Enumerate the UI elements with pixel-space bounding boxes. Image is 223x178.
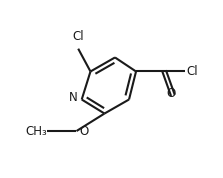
Text: Cl: Cl <box>72 30 84 43</box>
Text: O: O <box>166 87 176 100</box>
Text: Cl: Cl <box>187 65 198 78</box>
Text: CH₃: CH₃ <box>26 125 47 138</box>
Text: O: O <box>79 125 88 138</box>
Text: N: N <box>69 91 77 104</box>
